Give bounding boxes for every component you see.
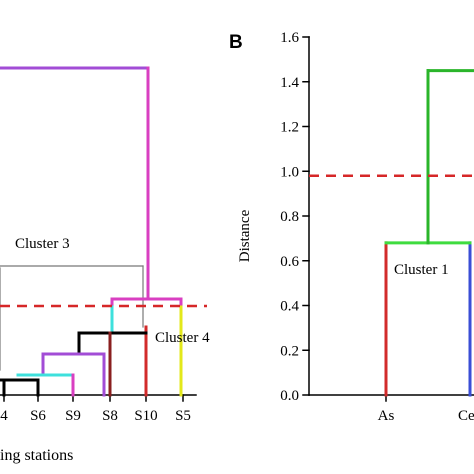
y-axis-label-b: Distance xyxy=(237,209,253,262)
panel-a-dendrogram xyxy=(0,66,207,402)
leaf-label-s9: S9 xyxy=(65,408,81,424)
leaf-label-as: As xyxy=(378,408,395,424)
y-tick-label-b-6: 1.2 xyxy=(280,120,299,136)
y-tick-label-b-1: 0.2 xyxy=(280,343,299,359)
leaf-label-4: 4 xyxy=(0,408,8,424)
y-tick-label-b-3: 0.6 xyxy=(280,254,299,270)
leaf-label-s10: S10 xyxy=(134,408,157,424)
leaf-label-s5: S5 xyxy=(175,408,191,424)
cluster-1-label: Cluster 1 xyxy=(394,262,449,278)
panel-b-dendrogram: 0.0 0.2 0.4 0.6 0.8 1.0 1.2 1.4 1.6 xyxy=(280,30,474,404)
y-tick-label-b-7: 1.4 xyxy=(280,75,299,91)
y-tick-label-b-0: 0.0 xyxy=(280,388,299,404)
leaf-label-s8: S8 xyxy=(102,408,118,424)
leaf-label-s6: S6 xyxy=(30,408,46,424)
y-tick-label-b-5: 1.0 xyxy=(280,164,299,180)
y-tick-label-b-2: 0.4 xyxy=(280,299,299,315)
cluster-4-label: Cluster 4 xyxy=(155,330,210,346)
panel-b-letter: B xyxy=(229,32,243,53)
y-tick-label-b-4: 0.8 xyxy=(280,209,299,225)
y-tick-label-b-8: 1.6 xyxy=(280,30,299,46)
x-axis-label-a: ing stations xyxy=(0,447,73,464)
leaf-label-ce: Ce xyxy=(458,408,474,424)
cluster-3-label: Cluster 3 xyxy=(15,236,70,252)
